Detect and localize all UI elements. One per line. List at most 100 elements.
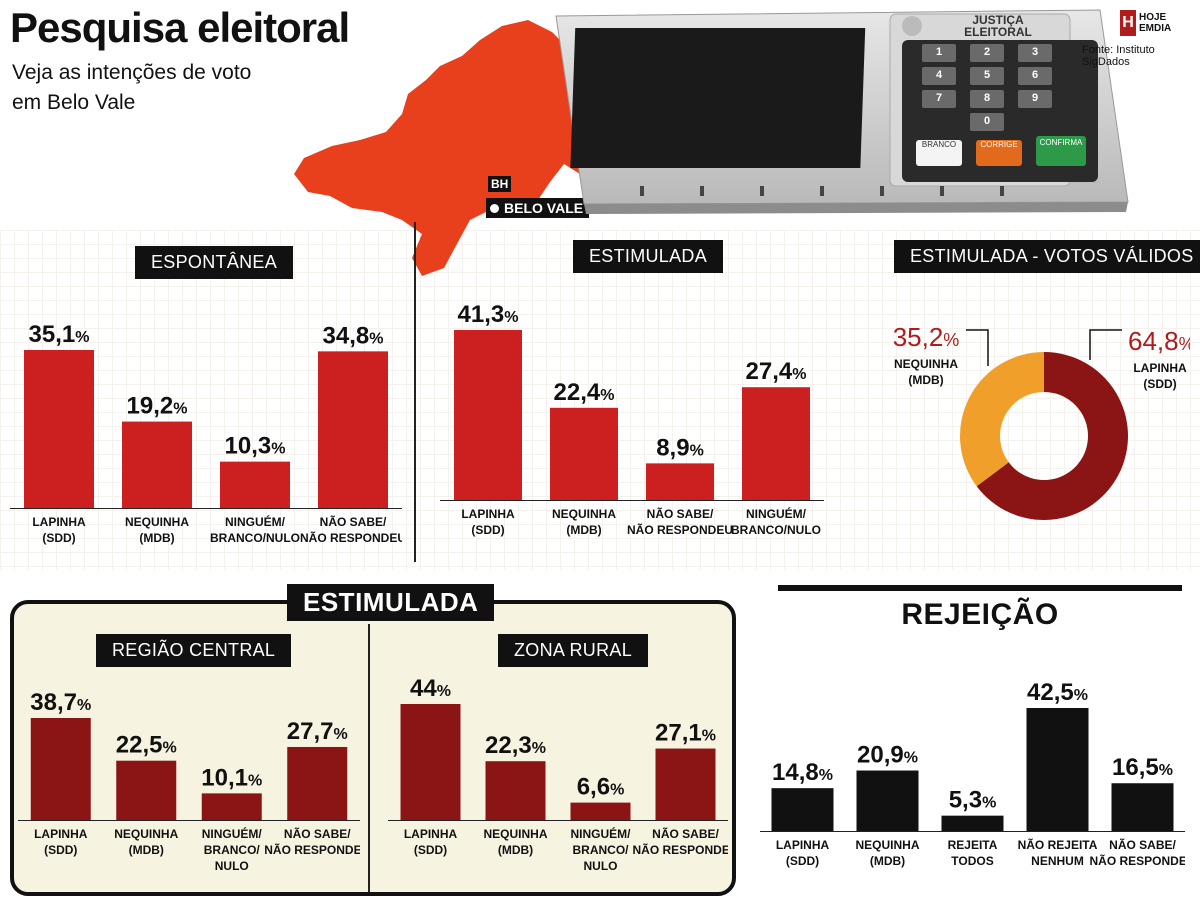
- category-label: LAPINHA: [404, 827, 458, 841]
- tag-votos-validos: ESTIMULADA - VOTOS VÁLIDOS: [894, 240, 1200, 273]
- category-label: NÃO RESPONDEU: [627, 522, 733, 537]
- data-label-unit: %: [504, 309, 518, 326]
- bar-3: [742, 387, 810, 500]
- category-label: NÃO SABE/: [652, 826, 719, 841]
- machine-key-label: 6: [1031, 69, 1039, 81]
- category-label: REJEITA: [948, 838, 998, 852]
- category-label: (SDD): [44, 843, 77, 857]
- tag-estimulada: ESTIMULADA: [573, 240, 724, 273]
- bar-chart-estimulada: 41,3% LAPINHA (SDD) 22,4% NEQUINHA (MDB) 8,9% N…: [440, 301, 824, 537]
- data-label-value: 6,6: [577, 774, 610, 801]
- machine-key: [970, 67, 1004, 85]
- machine-key: [922, 44, 956, 62]
- rejeicao-rule: [778, 585, 1182, 591]
- logo-line2: EMDIA: [1139, 23, 1172, 34]
- category-label: (SDD): [471, 523, 504, 537]
- data-label-unit: %: [819, 767, 833, 784]
- bar-0: [771, 788, 834, 831]
- data-label-unit: %: [248, 772, 262, 789]
- category-label: NINGUÉM/: [571, 826, 632, 841]
- donut-value: 64,8: [1128, 326, 1179, 356]
- hoje-em-dia-logo: H HOJE EMDIA: [1120, 10, 1171, 36]
- data-label-unit: %: [982, 795, 996, 812]
- machine-key-label: 0: [983, 115, 991, 127]
- data-label-unit: %: [1074, 687, 1088, 704]
- bar-0: [24, 350, 94, 508]
- bar-chart-regiao-central: 38,7% LAPINHA (SDD) 22,5% NEQUINHA (MDB) 10,1%…: [18, 689, 360, 873]
- category-label: LAPINHA: [32, 515, 86, 529]
- bar-3: [655, 748, 716, 820]
- data-label: 22,3%: [485, 732, 546, 759]
- data-label-value: 27,1: [655, 720, 702, 747]
- category-label: (SDD): [786, 854, 819, 868]
- data-label: 42,5%: [1027, 679, 1088, 706]
- page-subtitle: Veja as intenções de voto em Belo Vale: [12, 61, 252, 114]
- bar-0: [454, 330, 522, 500]
- machine-btn-corrige: CORRIGE: [980, 140, 1018, 149]
- machine-label-line1: JUSTIÇA: [972, 13, 1024, 27]
- category-label: NÃO REJEITA: [1018, 837, 1098, 852]
- bar-3: [287, 746, 348, 820]
- data-label-unit: %: [610, 782, 624, 799]
- donut-name-label: LAPINHA: [1133, 361, 1187, 375]
- category-label: (SDD): [42, 531, 75, 545]
- category-label: (MDB): [139, 531, 174, 545]
- bar-1: [116, 760, 177, 820]
- data-label-unit: %: [173, 401, 187, 418]
- data-label-unit: %: [1159, 762, 1173, 779]
- leader-line-lapinha: [1089, 329, 1122, 360]
- data-label-unit: %: [75, 329, 89, 346]
- category-label: NÃO RESPONDEU: [264, 842, 360, 857]
- donut-unit: %: [1179, 334, 1190, 354]
- machine-key: [970, 44, 1004, 62]
- category-label: NEQUINHA: [552, 507, 616, 521]
- bar-0: [400, 704, 461, 820]
- minas-gerais-map: [294, 20, 590, 276]
- category-label: (MDB): [129, 843, 164, 857]
- page-title: Pesquisa eleitoral: [10, 4, 350, 51]
- category-label: NENHUM: [1031, 854, 1084, 868]
- data-label: 34,8%: [323, 322, 384, 349]
- data-label-value: 22,5: [116, 732, 163, 759]
- data-label: 27,1%: [655, 720, 716, 747]
- category-label: NEQUINHA: [125, 515, 189, 529]
- category-label: NÃO SABE/: [320, 514, 387, 529]
- bar-4: [1111, 783, 1174, 831]
- bar-2: [220, 461, 290, 508]
- machine-btn-branco: BRANCO: [921, 140, 957, 149]
- data-label-value: 41,3: [458, 301, 505, 328]
- data-label-value: 20,9: [857, 742, 904, 769]
- category-label: BRANCO/: [204, 843, 261, 857]
- tag-zona-rural: ZONA RURAL: [498, 634, 649, 667]
- category-label: NÃO SABE/: [1109, 837, 1176, 852]
- machine-key: [922, 90, 956, 108]
- tag-regiao-central: REGIÃO CENTRAL: [96, 634, 292, 667]
- category-label: NÃO RESPONDEU: [300, 530, 402, 545]
- data-label-value: 14,8: [772, 759, 819, 786]
- data-label-value: 22,4: [554, 379, 601, 406]
- machine-key-label: 9: [1031, 92, 1039, 104]
- machine-key: [1018, 67, 1052, 85]
- machine-key: [970, 90, 1004, 108]
- bar-chart-espontanea: 35,1% LAPINHA (SDD) 19,2% NEQUINHA (MDB) 10,3%…: [10, 321, 402, 545]
- data-label-value: 38,7: [30, 689, 77, 716]
- map-label-bh: BH: [488, 176, 512, 192]
- category-label: NEQUINHA: [483, 827, 547, 841]
- data-label-unit: %: [271, 441, 285, 458]
- machine-key-label: 1: [935, 46, 943, 58]
- data-label: 44%: [410, 675, 451, 702]
- data-label: 6,6%: [577, 774, 625, 801]
- donut-name-label: (MDB): [908, 373, 943, 387]
- category-label: LAPINHA: [34, 827, 88, 841]
- category-label: LAPINHA: [776, 838, 830, 852]
- donut-chart-votos-validos: 64,8% LAPINHA (SDD) 35,2% NEQUINHA (MDB): [893, 322, 1190, 520]
- data-label-unit: %: [690, 442, 704, 459]
- data-label-value: 10,3: [225, 433, 272, 460]
- bar-1: [485, 761, 546, 820]
- data-label: 41,3%: [458, 301, 519, 328]
- donut-slice-0: [976, 352, 1128, 520]
- donut-value-label: 64,8%: [1128, 326, 1190, 356]
- data-label-unit: %: [792, 366, 806, 383]
- category-label: (MDB): [566, 523, 601, 537]
- data-label-unit: %: [600, 387, 614, 404]
